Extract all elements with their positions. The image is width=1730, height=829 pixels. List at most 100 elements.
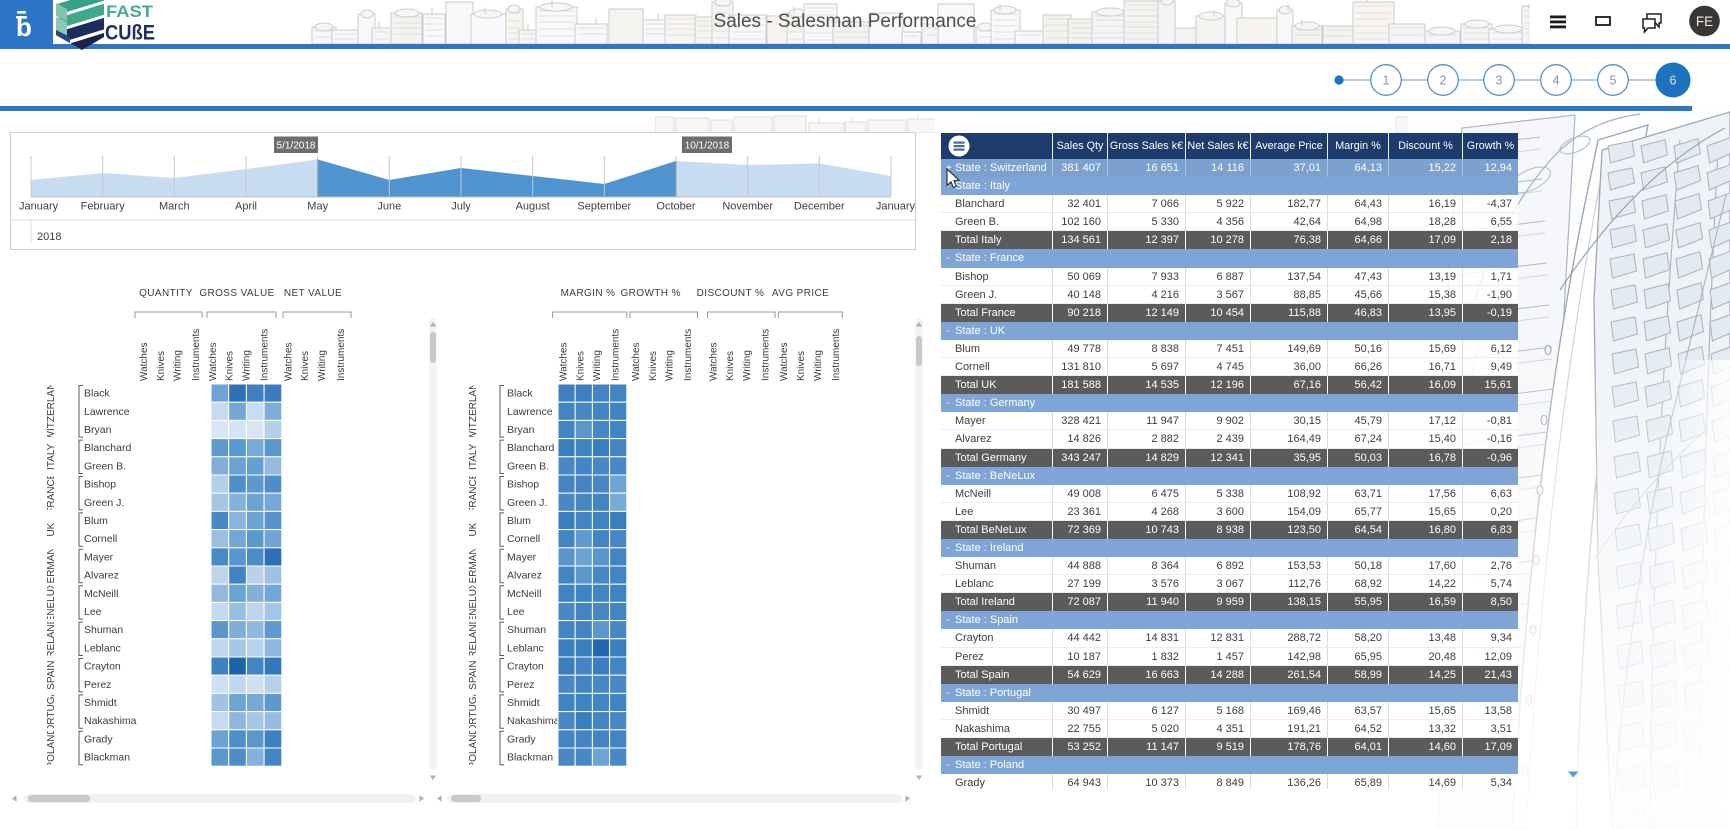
svg-text:FAST: FAST [106,2,154,21]
svg-text:Instruments: Instruments [831,329,842,381]
svg-text:Mayer: Mayer [507,551,537,563]
svg-text:Knives: Knives [300,351,311,381]
svg-text:Watches: Watches [708,342,719,381]
svg-text:Blackman: Blackman [84,752,130,764]
svg-text:SPAIN: SPAIN [46,661,57,690]
svg-text:Instruments: Instruments [191,329,202,381]
svg-text:b: b [16,12,32,42]
svg-text:January: January [19,201,59,213]
svg-text:Knives: Knives [156,351,167,381]
svg-text:POLAND: POLAND [468,727,479,768]
svg-text:GERMANY: GERMANY [468,540,479,591]
svg-text:Writing: Writing [742,350,753,381]
svg-text:Alvarez: Alvarez [84,570,119,582]
svg-text:PORTUGAL: PORTUGAL [46,684,57,739]
svg-text:Grady: Grady [507,733,536,745]
svg-text:Watches: Watches [779,342,790,381]
svg-text:Bishop: Bishop [84,479,116,491]
svg-text:December: December [794,201,845,213]
svg-text:BENELUXE: BENELUXE [46,575,57,629]
svg-text:Writing: Writing [592,350,603,381]
svg-text:Nakashima: Nakashima [84,715,137,727]
svg-text:Watches: Watches [208,342,219,381]
svg-text:Instruments: Instruments [336,329,347,381]
svg-text:3: 3 [1496,74,1503,88]
svg-text:Knives: Knives [725,351,736,381]
svg-text:QUANTITY: QUANTITY [139,288,193,299]
svg-text:1: 1 [1383,74,1390,88]
svg-text:April: April [235,201,257,213]
svg-text:FE: FE [1696,14,1713,29]
svg-text:Shuman: Shuman [84,624,123,636]
svg-text:McNeill: McNeill [507,588,541,600]
svg-text:SWITZERLAND: SWITZERLAND [468,375,479,447]
svg-text:June: June [377,201,401,213]
svg-text:Writing: Writing [242,350,253,381]
svg-text:Instruments: Instruments [683,329,694,381]
svg-text:Instruments: Instruments [260,329,271,381]
svg-text:Leblanc: Leblanc [84,642,121,654]
svg-text:4: 4 [1553,74,1560,88]
svg-text:Instruments: Instruments [610,329,621,381]
svg-text:Nakashima: Nakashima [507,715,560,727]
svg-text:ITALY: ITALY [46,443,57,470]
svg-text:GERMANY: GERMANY [46,540,57,591]
svg-text:Lee: Lee [507,606,525,618]
svg-text:AVG PRICE: AVG PRICE [772,288,829,299]
svg-text:McNeill: McNeill [84,588,118,600]
svg-text:Mayer: Mayer [84,551,114,563]
svg-text:Black: Black [84,388,110,400]
svg-text:Knives: Knives [648,351,659,381]
svg-text:Green B.: Green B. [84,460,126,472]
svg-text:Watches: Watches [283,342,294,381]
svg-text:Lawrence: Lawrence [507,406,553,418]
svg-text:Watches: Watches [559,342,570,381]
svg-text:IRELAND: IRELAND [46,617,57,660]
svg-text:NET VALUE: NET VALUE [284,288,342,299]
svg-text:March: March [159,201,190,213]
svg-text:Writing: Writing [317,350,328,381]
svg-text:FRANCE: FRANCE [46,472,57,513]
svg-text:February: February [81,201,126,213]
svg-text:Watches: Watches [139,342,150,381]
svg-text:Knives: Knives [796,351,807,381]
svg-text:Blum: Blum [84,515,108,527]
svg-text:May: May [307,201,328,213]
svg-text:Bryan: Bryan [84,424,112,436]
svg-text:CUßE: CUßE [105,21,155,45]
svg-text:November: November [722,201,773,213]
svg-text:July: July [451,201,471,213]
svg-text:Knives: Knives [225,351,236,381]
svg-text:Instruments: Instruments [760,329,771,381]
svg-text:IRELAND: IRELAND [468,617,479,660]
svg-text:FRANCE: FRANCE [468,472,479,513]
svg-text:SWITZERLAND: SWITZERLAND [46,375,57,447]
svg-text:ITALY: ITALY [468,443,479,470]
svg-text:Shuman: Shuman [507,624,546,636]
svg-text:Alvarez: Alvarez [507,570,542,582]
svg-text:Blum: Blum [507,515,531,527]
svg-text:UK: UK [468,522,479,536]
svg-text:Perez: Perez [507,679,534,691]
svg-text:Watches: Watches [631,342,642,381]
svg-text:PORTUGAL: PORTUGAL [468,684,479,739]
svg-text:Writing: Writing [173,350,184,381]
svg-text:Green B.: Green B. [507,460,549,472]
svg-text:Blanchard: Blanchard [507,442,554,454]
svg-text:2: 2 [1440,74,1447,88]
svg-text:Blanchard: Blanchard [84,442,131,454]
svg-text:Lee: Lee [84,606,102,618]
svg-text:5: 5 [1610,74,1617,88]
svg-text:GROWTH %: GROWTH % [620,288,680,299]
svg-text:MARGIN %: MARGIN % [561,288,616,299]
svg-text:Grady: Grady [84,733,113,745]
svg-text:DISCOUNT %: DISCOUNT % [697,288,765,299]
svg-text:January: January [876,201,915,213]
svg-text:Cornell: Cornell [507,533,540,545]
svg-text:Knives: Knives [575,351,586,381]
svg-text:Cornell: Cornell [84,533,117,545]
svg-text:Blackman: Blackman [507,752,553,764]
svg-text:Bryan: Bryan [507,424,535,436]
svg-text:SPAIN: SPAIN [468,661,479,690]
svg-text:UK: UK [46,522,57,536]
